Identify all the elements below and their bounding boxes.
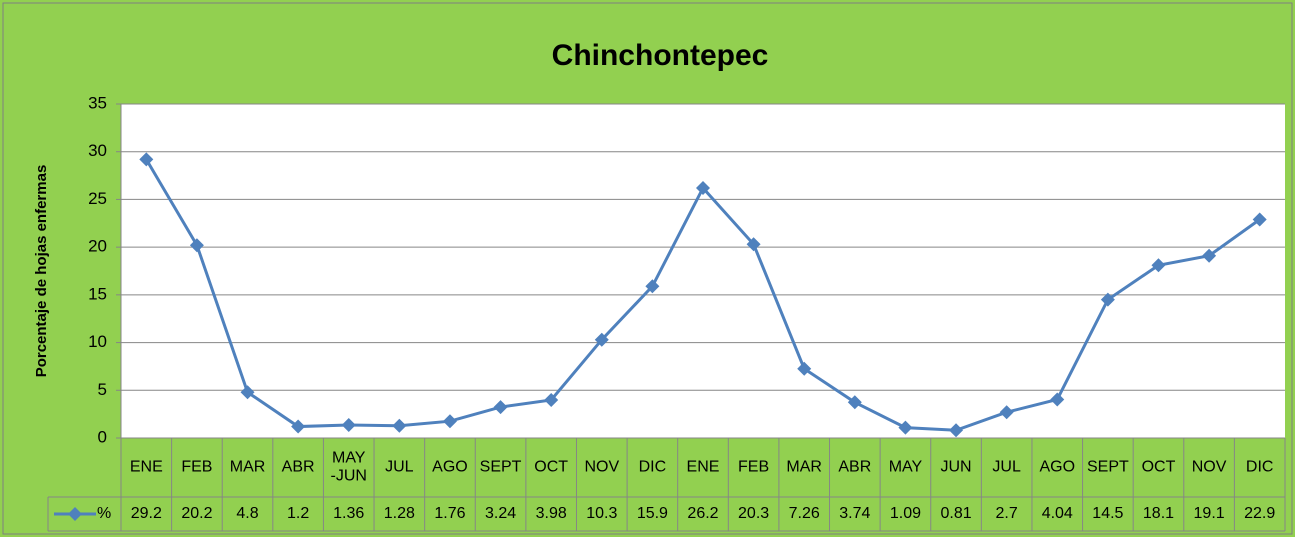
y-axis-label: Porcentaje de hojas enfermas bbox=[33, 165, 50, 378]
x-tick-label: MAY bbox=[889, 459, 923, 476]
table-value: 3.98 bbox=[536, 505, 567, 522]
plot-area bbox=[121, 104, 1285, 438]
data-marker bbox=[240, 385, 255, 400]
table-value: 18.1 bbox=[1143, 505, 1174, 522]
data-marker bbox=[1100, 292, 1115, 307]
y-tick-label: 35 bbox=[88, 93, 107, 112]
x-tick-label: ABR bbox=[838, 459, 871, 476]
y-tick-label: 15 bbox=[88, 284, 107, 303]
table-value: 2.7 bbox=[996, 505, 1018, 522]
table-value: 20.2 bbox=[181, 505, 212, 522]
x-tick-label: MAY -JUN bbox=[331, 450, 367, 485]
chart-title: Chinchontepec bbox=[552, 39, 769, 72]
x-tick-label: DIC bbox=[1246, 459, 1274, 476]
table-value: 1.2 bbox=[287, 505, 309, 522]
data-marker bbox=[645, 279, 660, 294]
data-marker bbox=[1050, 392, 1065, 407]
data-marker bbox=[189, 238, 204, 253]
y-tick-label: 20 bbox=[88, 237, 107, 256]
table-value: 20.3 bbox=[738, 505, 769, 522]
x-tick-label: JUL bbox=[385, 459, 414, 476]
data-marker bbox=[949, 423, 964, 438]
x-tick-label: JUN bbox=[940, 459, 971, 476]
legend-key bbox=[68, 507, 82, 521]
x-tick-label: NOV bbox=[1192, 459, 1227, 476]
x-tick-label: FEB bbox=[181, 459, 212, 476]
table-value: 1.28 bbox=[384, 505, 415, 522]
data-marker bbox=[1151, 258, 1166, 273]
data-marker bbox=[291, 419, 306, 434]
x-tick-label: SEPT bbox=[480, 459, 522, 476]
table-value: 1.09 bbox=[890, 505, 921, 522]
table-value: 1.76 bbox=[434, 505, 465, 522]
data-marker bbox=[493, 400, 508, 415]
table-value: 1.36 bbox=[333, 505, 364, 522]
x-tick-label: ENE bbox=[687, 459, 720, 476]
data-marker bbox=[341, 418, 356, 433]
x-tick-label: NOV bbox=[584, 459, 619, 476]
x-tick-label: SEPT bbox=[1087, 459, 1129, 476]
y-tick-label: 5 bbox=[98, 380, 107, 399]
x-tick-label: DIC bbox=[639, 459, 667, 476]
data-marker bbox=[999, 405, 1014, 420]
table-value: 7.26 bbox=[789, 505, 820, 522]
data-marker bbox=[847, 395, 862, 410]
x-tick-label: MAR bbox=[230, 459, 266, 476]
data-marker bbox=[544, 393, 559, 408]
x-tick-label: ABR bbox=[282, 459, 315, 476]
x-tick-label: JUL bbox=[992, 459, 1021, 476]
data-marker bbox=[594, 332, 609, 347]
table-value: 14.5 bbox=[1092, 505, 1123, 522]
table-value: 10.3 bbox=[586, 505, 617, 522]
data-marker bbox=[746, 237, 761, 252]
data-marker bbox=[696, 180, 710, 195]
y-tick-label: 25 bbox=[88, 189, 107, 208]
table-value: 26.2 bbox=[687, 505, 718, 522]
data-marker bbox=[898, 420, 913, 435]
table-value: 3.24 bbox=[485, 505, 516, 522]
table-value: 0.81 bbox=[940, 505, 971, 522]
x-tick-label: AGO bbox=[432, 459, 468, 476]
y-tick-label: 0 bbox=[98, 427, 107, 446]
data-marker bbox=[797, 361, 812, 376]
table-value: 4.8 bbox=[236, 505, 258, 522]
data-marker bbox=[1202, 248, 1217, 263]
legend-label: % bbox=[97, 505, 111, 522]
x-tick-label: MAR bbox=[786, 459, 822, 476]
table-value: 22.9 bbox=[1244, 505, 1275, 522]
table-value: 3.74 bbox=[839, 505, 870, 522]
table-value: 19.1 bbox=[1194, 505, 1225, 522]
data-marker bbox=[392, 418, 407, 433]
x-tick-label: AGO bbox=[1039, 459, 1075, 476]
x-tick-label: OCT bbox=[534, 459, 568, 476]
y-tick-label: 30 bbox=[88, 141, 107, 160]
y-tick-label: 10 bbox=[88, 332, 107, 351]
x-tick-label: FEB bbox=[738, 459, 769, 476]
data-marker bbox=[139, 152, 154, 167]
table-value: 15.9 bbox=[637, 505, 668, 522]
data-marker bbox=[1252, 212, 1267, 227]
table-value: 4.04 bbox=[1042, 505, 1073, 522]
data-marker bbox=[442, 414, 457, 429]
x-tick-label: ENE bbox=[130, 459, 163, 476]
table-value: 29.2 bbox=[131, 505, 162, 522]
x-tick-label: OCT bbox=[1142, 459, 1176, 476]
